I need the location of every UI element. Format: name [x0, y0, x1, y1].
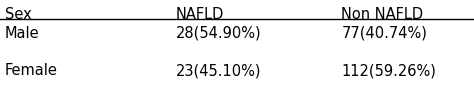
Text: Male: Male [5, 26, 39, 41]
Text: Female: Female [5, 63, 58, 78]
Text: 23(45.10%): 23(45.10%) [175, 63, 261, 78]
Text: 112(59.26%): 112(59.26%) [341, 63, 436, 78]
Text: Sex: Sex [5, 7, 31, 22]
Text: 77(40.74%): 77(40.74%) [341, 26, 427, 41]
Text: NAFLD: NAFLD [175, 7, 224, 22]
Text: Non NAFLD: Non NAFLD [341, 7, 423, 22]
Text: 28(54.90%): 28(54.90%) [175, 26, 261, 41]
